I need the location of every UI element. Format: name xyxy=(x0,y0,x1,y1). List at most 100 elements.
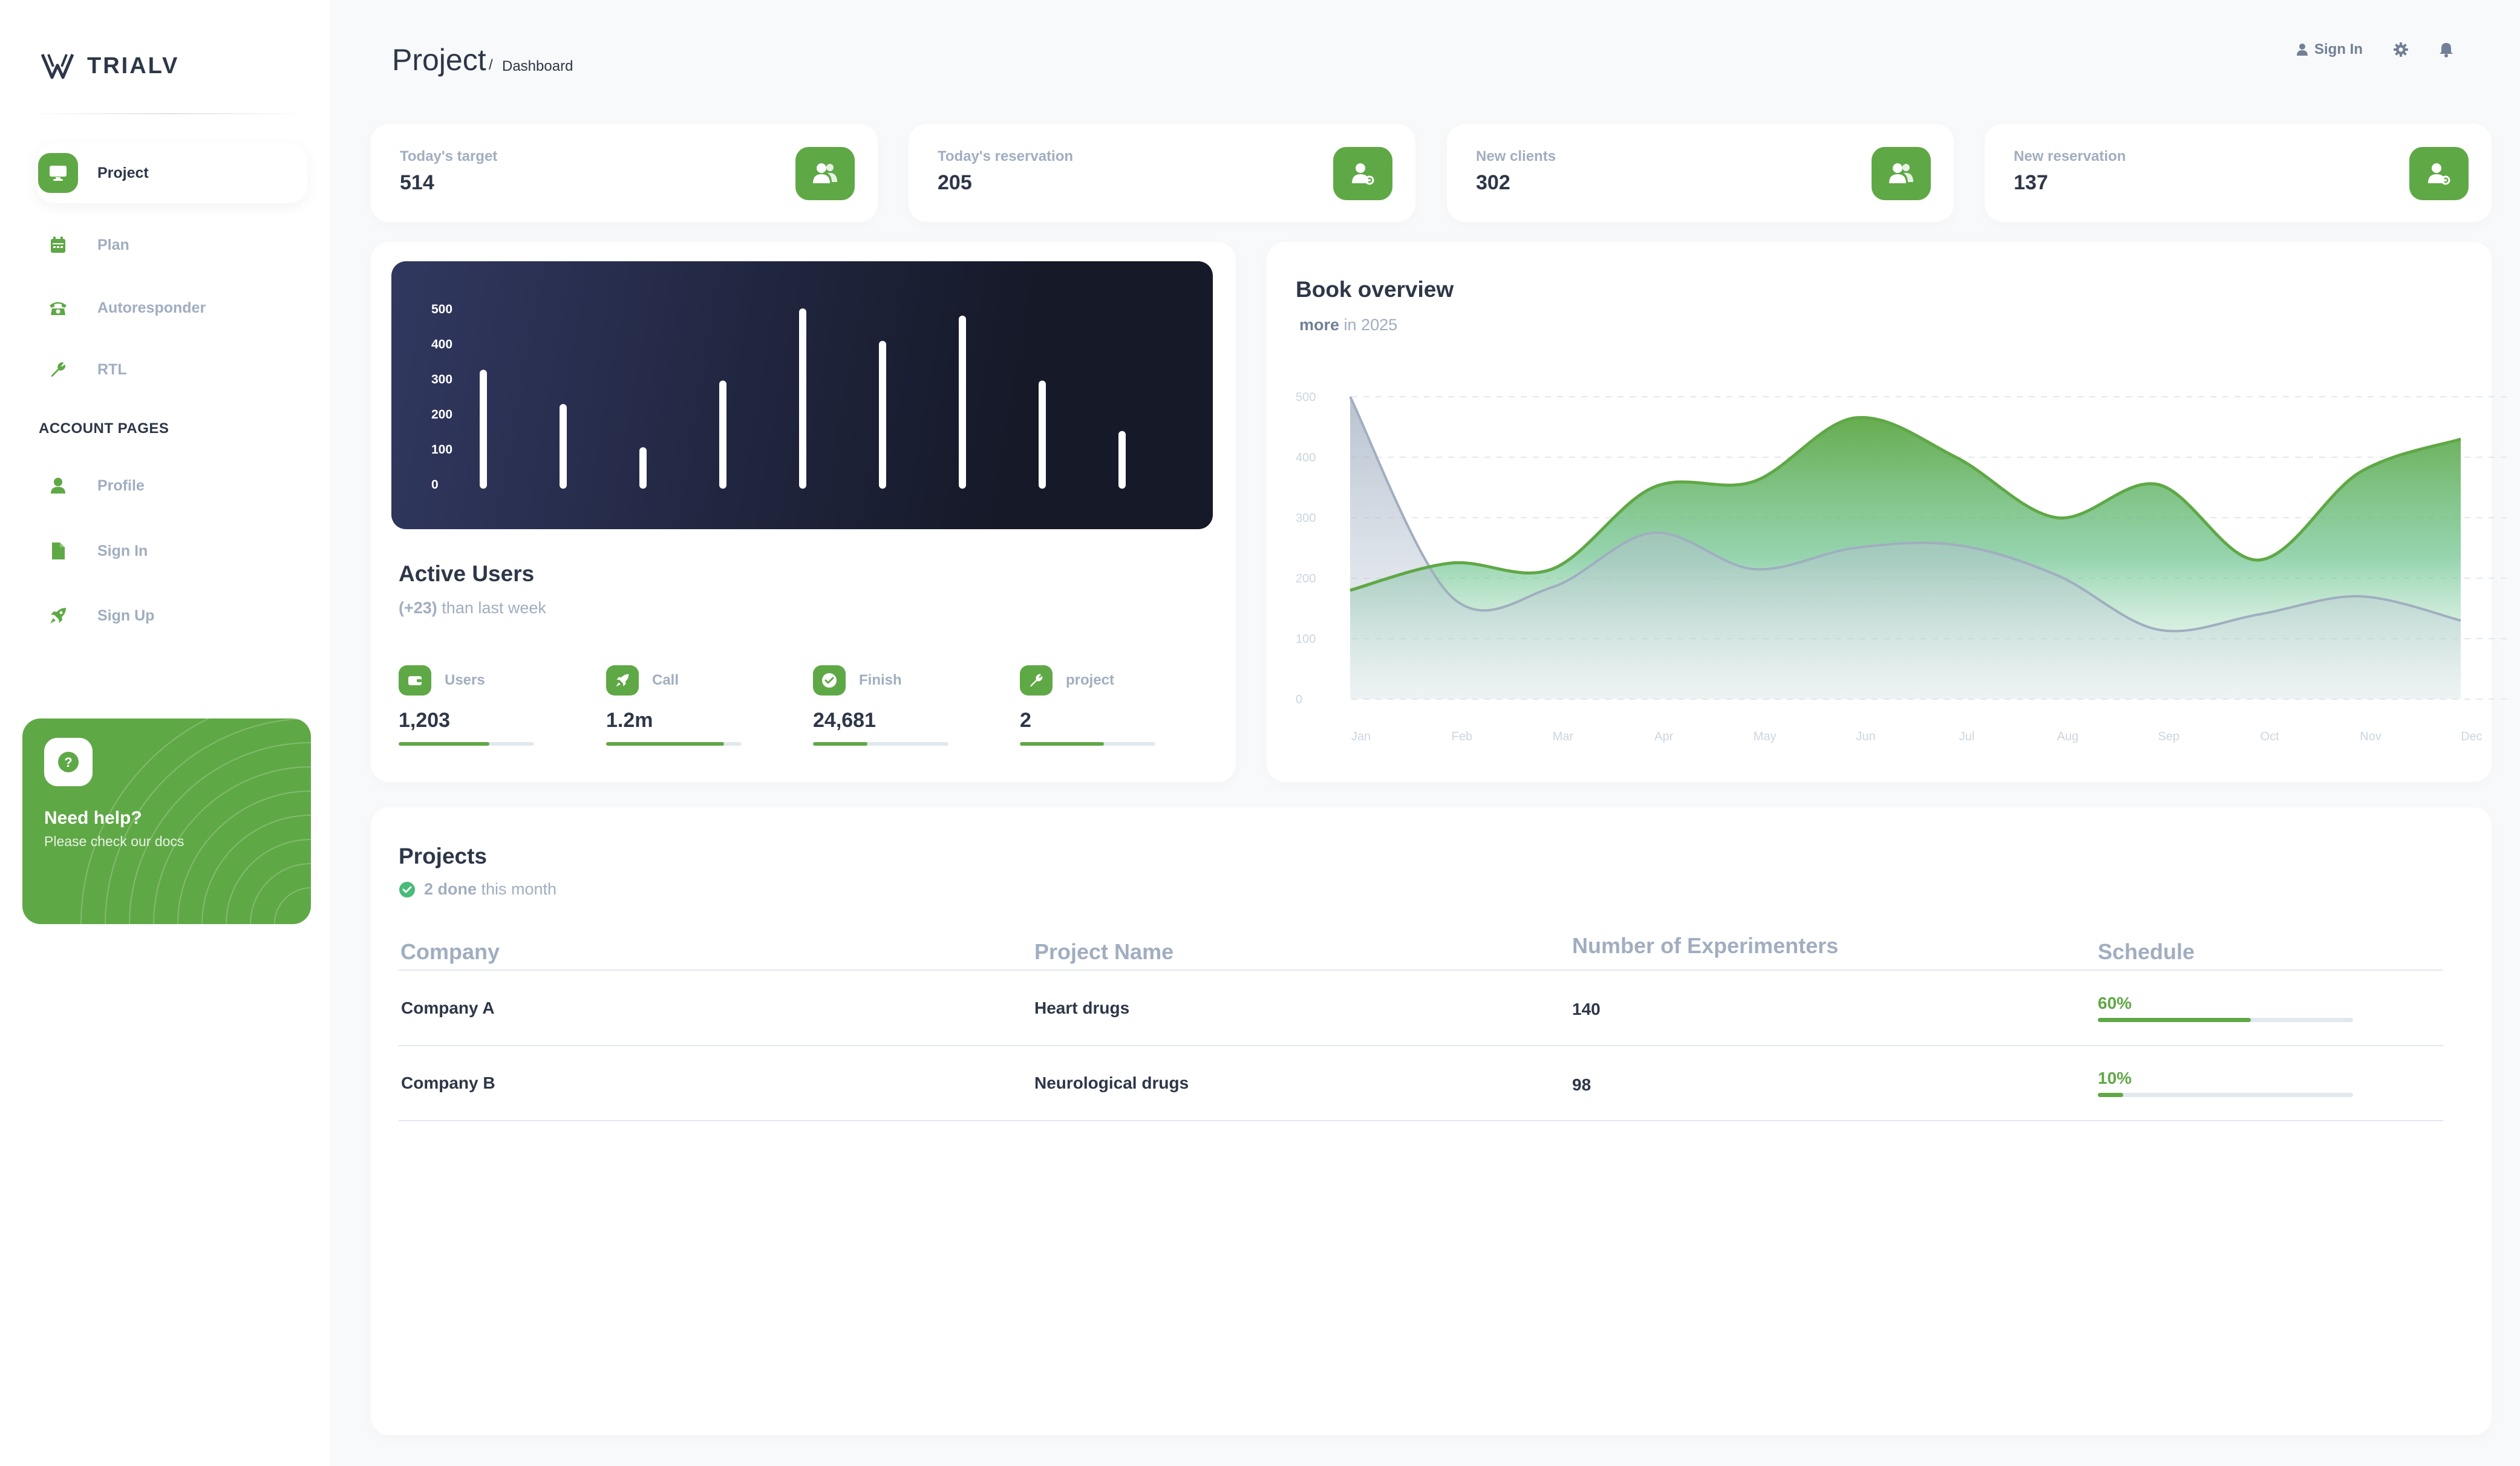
active-users-change: (+23) xyxy=(399,599,437,617)
sidebar-item-label: Plan xyxy=(97,236,129,253)
bell-icon[interactable] xyxy=(2439,42,2453,57)
metric-users: Users 1,203 xyxy=(399,665,534,746)
metric-progress-fill xyxy=(813,742,867,746)
bar-chart-y-tick: 300 xyxy=(431,373,452,386)
users-icon xyxy=(1872,147,1931,200)
stat-card-new-reservation: New reservation 137 xyxy=(1985,124,2492,222)
user-gear-icon xyxy=(2409,147,2469,200)
schedule-progress-fill xyxy=(2098,1093,2124,1097)
bar-chart-bar[interactable] xyxy=(1039,380,1046,489)
sidebar-item-plan[interactable]: Plan xyxy=(36,215,307,275)
sidebar-item-label: Sign Up xyxy=(97,607,155,624)
stat-card-new-clients: New clients 302 xyxy=(1447,124,1954,222)
stat-label: Today's reservation xyxy=(938,148,1074,165)
cell-project-name: Neurological drugs xyxy=(1034,1073,1189,1092)
brand-name: TRIALV xyxy=(87,53,180,79)
area-chart-x-tick: Aug xyxy=(2057,730,2079,743)
question-icon: ? xyxy=(44,738,93,786)
help-card[interactable]: ? Need help? Please check our docs xyxy=(22,718,311,924)
bar-chart-bar[interactable] xyxy=(879,340,886,489)
calendar-icon xyxy=(38,225,78,265)
active-users-change-label: than last week xyxy=(437,599,546,617)
sidebar: TRIALV Project Plan Autoresponder RTL AC… xyxy=(0,0,330,1466)
area-chart-x-tick: Dec xyxy=(2461,730,2482,743)
active-users-title: Active Users xyxy=(399,561,535,586)
bar-chart-y-tick: 100 xyxy=(431,443,452,457)
breadcrumb-separator: / xyxy=(489,57,493,73)
book-overview-subtitle: more in 2025 xyxy=(1299,316,1397,334)
bar-chart-bar[interactable] xyxy=(480,370,487,489)
sidebar-item-sign-in[interactable]: Sign In xyxy=(36,521,307,581)
sidebar-item-project[interactable]: Project xyxy=(36,143,307,203)
area-chart-x-tick: Jun xyxy=(1856,730,1875,743)
area-chart-svg: 500 400 300 200 100 0 Jan Feb Mar Apr May Jun Jul Aug… xyxy=(1296,391,2513,743)
help-subtitle[interactable]: Please check our docs xyxy=(44,833,184,849)
projects-card: Projects 2 done this month Company Proje… xyxy=(371,807,2492,1435)
bar-chart-y-tick: 500 xyxy=(431,302,452,316)
cell-company: Company A xyxy=(401,999,495,1017)
area-chart-x-tick: Apr xyxy=(1654,730,1673,743)
brand[interactable]: TRIALV xyxy=(40,48,179,83)
sidebar-item-profile[interactable]: Profile xyxy=(36,455,307,516)
gear-icon[interactable] xyxy=(2393,42,2409,57)
active-users-card: 500 400 300 200 100 0 Active Users (+23) than… xyxy=(371,242,1236,782)
area-chart-y-tick: 200 xyxy=(1296,572,1316,585)
column-header-company[interactable]: Company xyxy=(400,939,500,964)
area-chart-x-tick: Mar xyxy=(1553,730,1574,743)
sidebar-item-label: Sign In xyxy=(97,542,148,559)
table-row-divider xyxy=(399,1120,2443,1121)
schedule-progress xyxy=(2098,1093,2353,1097)
sidebar-item-sign-up[interactable]: Sign Up xyxy=(36,585,307,646)
active-users-subtitle: (+23) than last week xyxy=(399,599,546,617)
bar-chart-y-tick: 0 xyxy=(431,478,439,492)
stat-label: New reservation xyxy=(2014,148,2126,165)
cell-project-name: Heart drugs xyxy=(1034,999,1130,1017)
bar-chart-bar[interactable] xyxy=(959,315,966,489)
metric-label: Users xyxy=(445,672,485,688)
bar-chart-y-tick: 200 xyxy=(431,408,452,422)
rocket-icon xyxy=(606,665,639,696)
breadcrumb-current[interactable]: Dashboard xyxy=(502,58,573,74)
cell-experimenters: 98 xyxy=(1572,1075,1591,1094)
metric-progress-fill xyxy=(399,742,490,746)
metric-progress xyxy=(606,742,742,746)
wallet-icon xyxy=(399,665,431,696)
bar-chart-bar[interactable] xyxy=(639,447,647,489)
bar-chart-bar[interactable] xyxy=(799,308,806,489)
bar-chart-bar[interactable] xyxy=(560,403,567,489)
sidebar-item-label: Autoresponder xyxy=(97,299,206,316)
sidebar-item-label: Project xyxy=(97,164,149,181)
projects-subtitle: 2 done this month xyxy=(399,880,557,899)
area-series-gray-line[interactable] xyxy=(1349,396,2461,633)
bar-chart-bar[interactable] xyxy=(719,380,726,489)
sidebar-item-label: RTL xyxy=(97,360,127,378)
book-overview-card: Book overview more in 2025 500 400 300 200 1… xyxy=(1267,242,2513,782)
metric-project: project 2 xyxy=(1020,665,1155,746)
metric-finish: Finish 24,681 xyxy=(813,665,948,746)
bar-chart-bar[interactable] xyxy=(1118,431,1126,489)
table-header-divider xyxy=(399,969,2443,971)
sidebar-divider xyxy=(30,113,308,114)
metric-progress-fill xyxy=(1020,742,1104,746)
sidebar-item-autoresponder[interactable]: Autoresponder xyxy=(36,278,307,338)
area-series-green-line[interactable] xyxy=(1350,415,2461,592)
table-row-divider xyxy=(399,1045,2443,1046)
active-users-bar-chart: 500 400 300 200 100 0 xyxy=(391,261,1213,529)
area-chart-x-tick: Sep xyxy=(2158,730,2179,743)
metric-value: 1.2m xyxy=(606,709,653,732)
column-header-experimenters[interactable]: Number of Experimenters xyxy=(1572,933,1839,958)
schedule-progress xyxy=(2098,1018,2353,1022)
cell-company: Company B xyxy=(401,1073,495,1092)
brand-logo-icon xyxy=(41,54,74,79)
document-icon xyxy=(38,531,78,571)
column-header-schedule[interactable]: Schedule xyxy=(2098,939,2195,964)
metric-value: 2 xyxy=(1020,709,1031,732)
stat-value: 302 xyxy=(1476,171,1510,194)
metric-call: Call 1.2m xyxy=(606,665,742,746)
sidebar-item-rtl[interactable]: RTL xyxy=(36,339,307,400)
area-chart-x-tick: Feb xyxy=(1452,730,1472,743)
area-chart-y-tick: 500 xyxy=(1296,391,1316,404)
header-sign-in-link[interactable]: Sign In xyxy=(2296,41,2363,58)
column-header-project-name[interactable]: Project Name xyxy=(1034,939,1174,964)
metric-label: Call xyxy=(652,672,679,688)
